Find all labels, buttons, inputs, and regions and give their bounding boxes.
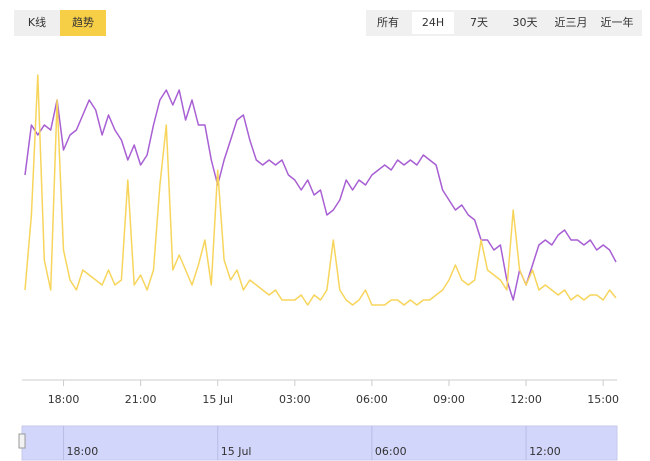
range-label[interactable]: 近一年 xyxy=(601,15,634,29)
navigator-label: 15 Jul xyxy=(221,445,252,458)
range-label[interactable]: 7天 xyxy=(470,16,488,29)
range-button[interactable] xyxy=(412,12,454,34)
range-label[interactable]: 所有 xyxy=(377,15,399,29)
navigator-handle[interactable] xyxy=(18,433,26,449)
navigator-label: 12:00 xyxy=(529,445,561,458)
series-line xyxy=(24,74,617,306)
series-line xyxy=(24,89,617,301)
x-tick-label: 09:00 xyxy=(433,393,465,406)
range-label[interactable]: 24H xyxy=(422,16,444,29)
navigator-label: 06:00 xyxy=(375,445,407,458)
x-tick-label: 15 Jul xyxy=(202,393,233,406)
range-label[interactable]: 近三月 xyxy=(555,16,588,29)
x-tick-label: 12:00 xyxy=(510,393,542,406)
x-tick-label: 03:00 xyxy=(279,393,311,406)
mode-button[interactable] xyxy=(60,10,106,36)
navigator[interactable] xyxy=(21,425,618,461)
range-label[interactable]: 30天 xyxy=(513,16,538,29)
navigator-label: 18:00 xyxy=(67,445,99,458)
mode-button[interactable] xyxy=(14,10,60,36)
mode-label[interactable]: 趋势 xyxy=(72,16,94,29)
x-tick-label: 18:00 xyxy=(48,393,80,406)
x-tick-label: 06:00 xyxy=(356,393,388,406)
mode-label[interactable]: K线 xyxy=(28,15,46,29)
x-tick-label: 15:00 xyxy=(587,393,619,406)
x-tick-label: 21:00 xyxy=(125,393,157,406)
